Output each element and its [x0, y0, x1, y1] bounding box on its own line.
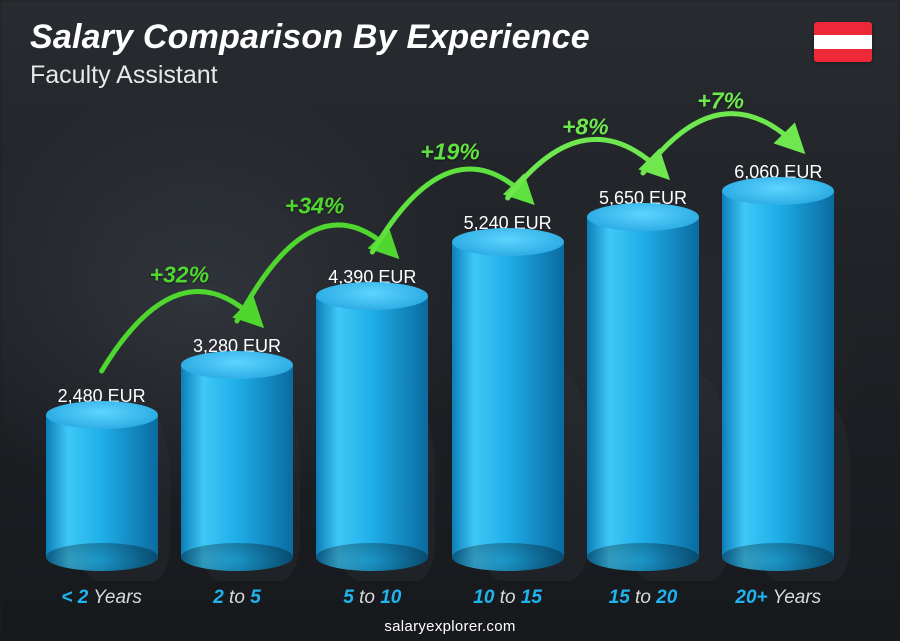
x-axis-labels: < 2 Years 2 to 5 5 to 10 10 to 15 15 to 20 20…	[40, 587, 840, 609]
x-axis-tick-label: 2 to 5	[175, 587, 298, 609]
bar-cylinder	[46, 415, 158, 571]
page-title: Salary Comparison By Experience	[30, 18, 810, 57]
bar-slot: 2,480 EUR	[40, 115, 163, 571]
country-flag-icon	[814, 22, 872, 62]
flag-stripe	[814, 22, 872, 35]
flag-stripe	[814, 35, 872, 48]
x-axis-tick-label: < 2 Years	[40, 587, 163, 609]
bar-slot: 3,280 EUR	[175, 115, 298, 571]
growth-arc-label: +32%	[150, 262, 209, 289]
header: Salary Comparison By Experience Faculty …	[30, 18, 810, 90]
bar-slot: 6,060 EUR	[717, 115, 840, 571]
salary-bar-chart: 2,480 EUR3,280 EUR4,390 EUR5,240 EUR5,65…	[40, 115, 840, 571]
flag-stripe	[814, 49, 872, 62]
x-axis-tick-label: 15 to 20	[581, 587, 704, 609]
bar-slot: 5,650 EUR	[581, 115, 704, 571]
x-axis-tick-label: 10 to 15	[446, 587, 569, 609]
bar-slot: 4,390 EUR	[311, 115, 434, 571]
footer-attribution: salaryexplorer.com	[0, 618, 900, 635]
x-axis-tick-label: 20+ Years	[717, 587, 840, 609]
growth-arc-label: +8%	[562, 114, 609, 141]
page-subtitle: Faculty Assistant	[30, 61, 810, 90]
x-axis-tick-label: 5 to 10	[311, 587, 434, 609]
bar-cylinder	[316, 296, 428, 571]
growth-arc-label: +34%	[285, 193, 344, 220]
bar-cylinder	[452, 242, 564, 571]
growth-arc-label: +19%	[420, 139, 479, 166]
bar-cylinder	[181, 365, 293, 571]
bar-slot: 5,240 EUR	[446, 115, 569, 571]
bar-cylinder	[722, 191, 834, 571]
growth-arc-label: +7%	[697, 88, 744, 115]
bar-cylinder	[587, 217, 699, 571]
